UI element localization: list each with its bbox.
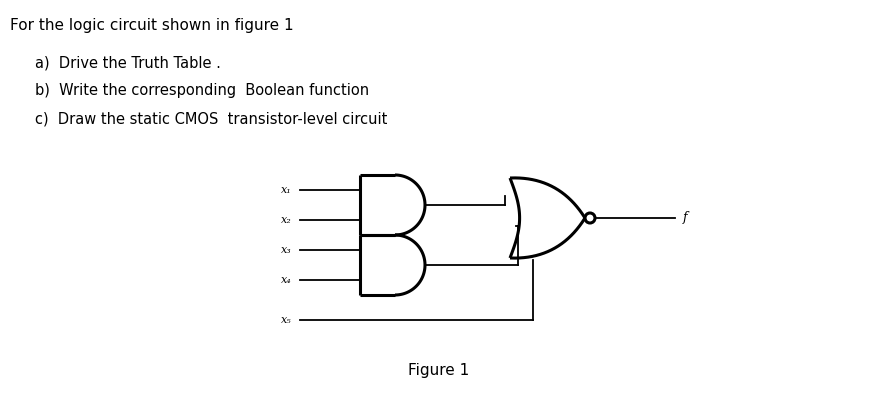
Text: x₄: x₄ xyxy=(282,275,292,285)
Text: x₁: x₁ xyxy=(282,185,292,195)
Text: x₃: x₃ xyxy=(282,245,292,255)
Text: x₅: x₅ xyxy=(282,315,292,325)
Text: b)  Write the corresponding  Boolean function: b) Write the corresponding Boolean funct… xyxy=(35,83,369,98)
Text: c)  Draw the static CMOS  transistor-level circuit: c) Draw the static CMOS transistor-level… xyxy=(35,111,388,126)
Text: For the logic circuit shown in figure 1: For the logic circuit shown in figure 1 xyxy=(10,18,294,33)
Text: a)  Drive the Truth Table .: a) Drive the Truth Table . xyxy=(35,55,221,70)
Text: x₂: x₂ xyxy=(282,215,292,225)
Text: Figure 1: Figure 1 xyxy=(408,362,469,378)
Text: f: f xyxy=(683,212,688,224)
